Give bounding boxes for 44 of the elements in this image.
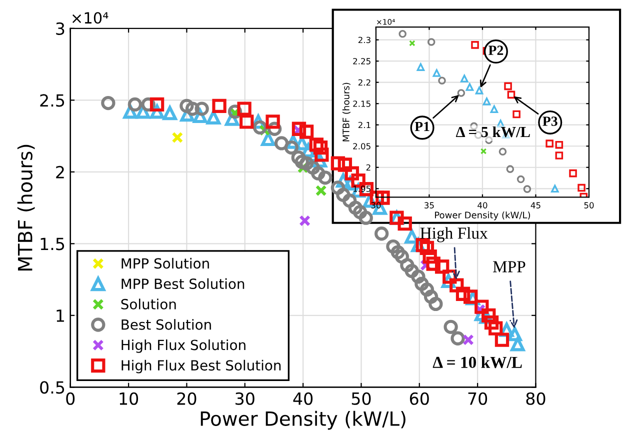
x-tick-label: 60 bbox=[410, 392, 429, 405]
legend-label: Best Solution bbox=[122, 319, 211, 330]
y-axis-title: MTBF (hours) bbox=[342, 82, 350, 142]
x-axis-title: Power Density (kW/L) bbox=[435, 211, 530, 220]
annotation: High Flux bbox=[420, 227, 488, 242]
x-tick-label: 10 bbox=[120, 392, 138, 405]
y-tick-label: 2.3 bbox=[358, 36, 370, 44]
y-tick-label: 0.5 bbox=[40, 381, 64, 394]
legend-label: MPP Best Solution bbox=[122, 278, 244, 290]
annotation: Δ = 5 kW/L bbox=[456, 126, 530, 138]
x-tick-label: 20 bbox=[177, 392, 196, 405]
annotation: MPP bbox=[493, 261, 526, 272]
annotation: P2 bbox=[488, 46, 504, 55]
y-tick-label: 2 bbox=[56, 166, 64, 178]
y-tick-label: 3 bbox=[56, 22, 64, 35]
y-tick-label: 2.25 bbox=[353, 58, 370, 64]
legend-label: MPP Solution bbox=[122, 258, 209, 269]
x-axis-title: Power Density (kW/L) bbox=[200, 410, 406, 430]
annotation: P3 bbox=[542, 116, 558, 126]
x-tick-label: 40 bbox=[293, 392, 313, 405]
y-tick-label: 2.1 bbox=[358, 122, 370, 128]
y-tick-label: 2.05 bbox=[353, 143, 370, 150]
x-tick-label: 40 bbox=[478, 202, 488, 208]
text: ×10⁴ bbox=[72, 12, 108, 24]
y-tick-label: 2.5 bbox=[40, 94, 64, 107]
x-tick-label: 50 bbox=[584, 202, 594, 208]
x-tick-label: 80 bbox=[526, 392, 546, 405]
y-axis-title: MTBF (hours) bbox=[17, 144, 35, 270]
y-tick-label: 1.5 bbox=[40, 238, 64, 250]
y-tick-label: 2.2 bbox=[358, 79, 370, 86]
x-tick-label: 70 bbox=[468, 392, 488, 405]
y-tick-label: 2.15 bbox=[353, 100, 370, 107]
legend-label: High Flux Best Solution bbox=[122, 360, 281, 374]
x-tick-label: 45 bbox=[530, 202, 540, 208]
x-tick-label: 0 bbox=[66, 392, 75, 405]
legend-label: High Flux Solution bbox=[122, 339, 246, 353]
y-tick-label: 2 bbox=[366, 164, 370, 171]
annotation: P1 bbox=[414, 122, 430, 132]
x-tick-label: 30 bbox=[236, 392, 254, 405]
y-tick-label: 1 bbox=[56, 310, 64, 322]
x-tick-label: 35 bbox=[424, 202, 434, 208]
x-tick-label: 50 bbox=[352, 392, 371, 405]
legend-label: Solution bbox=[121, 298, 176, 310]
annotation: Δ = 10 kW/L bbox=[432, 356, 522, 368]
